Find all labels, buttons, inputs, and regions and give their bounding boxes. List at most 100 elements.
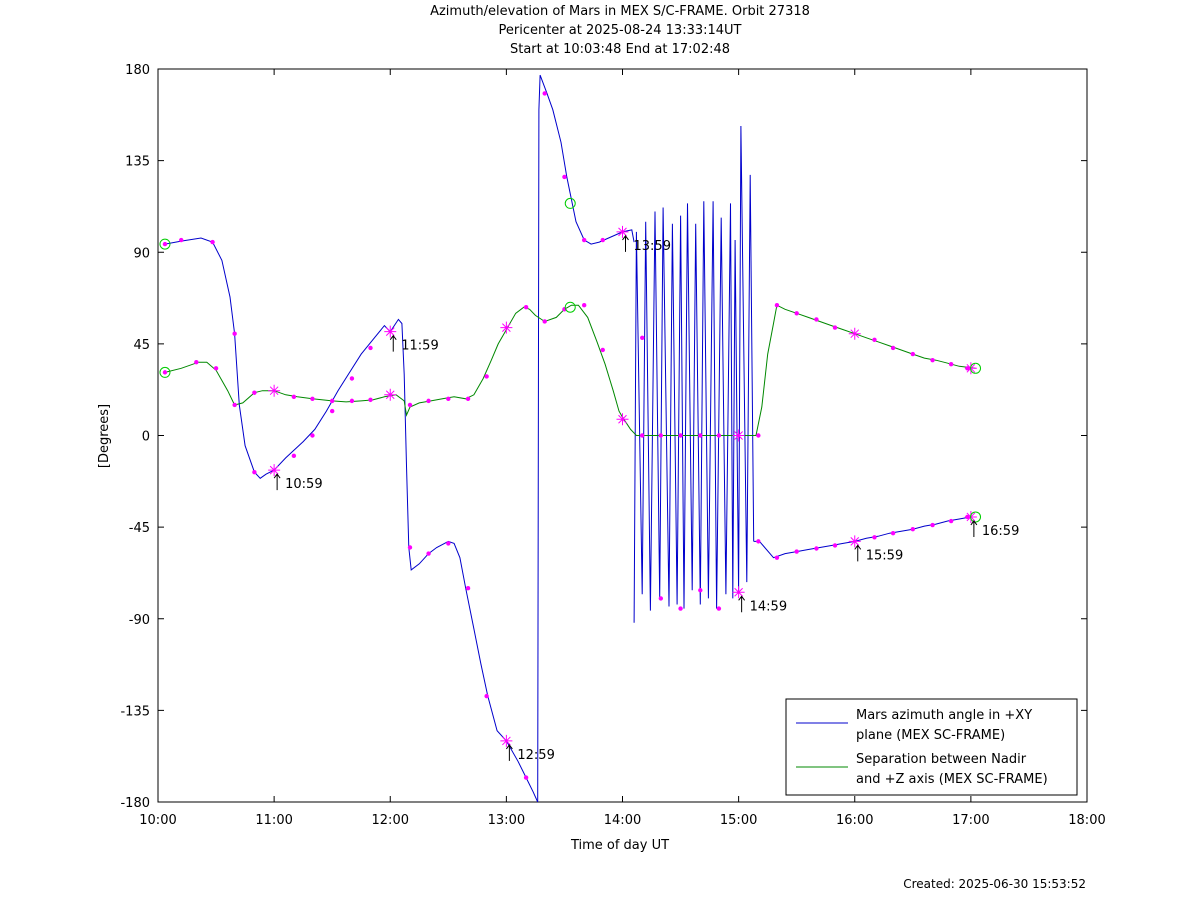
y-tick-label: -180 [120, 796, 150, 811]
data-dot-marker [581, 237, 587, 243]
data-dot-marker [794, 311, 799, 316]
data-dot-marker [368, 345, 373, 351]
data-dot-marker [600, 347, 605, 353]
data-dot-marker [329, 408, 335, 414]
endpoint-circle-marker [564, 301, 576, 313]
data-dot-marker [890, 345, 896, 351]
annotation-arrow [970, 520, 978, 537]
legend-entry-text: Separation between Nadir [856, 752, 1027, 767]
data-dot-marker [542, 91, 547, 96]
hour-cross-marker [616, 413, 629, 426]
data-dot-marker [426, 398, 431, 404]
data-dot-marker [252, 390, 257, 395]
data-dot-marker [349, 376, 355, 381]
annotation-arrow [389, 334, 397, 352]
data-dot-marker [252, 469, 257, 475]
data-dot-marker [484, 693, 489, 699]
data-dot-marker [658, 596, 664, 601]
hour-cross-marker [848, 327, 861, 340]
series-azimuth-line [164, 237, 539, 803]
data-dot-marker [407, 402, 413, 408]
x-tick-label: 17:00 [952, 813, 989, 828]
data-markers [159, 91, 982, 780]
annotation-label: 13:59 [634, 239, 671, 254]
x-tick-label: 16:00 [836, 813, 873, 828]
x-axis-label: Time of day UT [570, 838, 669, 853]
y-tick-label: 135 [125, 155, 150, 170]
data-dot-marker [910, 351, 916, 357]
data-dot-marker [756, 539, 761, 544]
data-dot-marker [523, 305, 529, 310]
y-tick-label: 0 [142, 430, 150, 445]
data-dot-marker [890, 531, 896, 536]
y-tick-label: 180 [125, 63, 150, 78]
hour-cross-marker [384, 325, 397, 338]
data-dot-marker [600, 237, 605, 243]
data-dot-marker [407, 545, 413, 550]
data-dot-marker [162, 370, 168, 375]
y-tick-label: 45 [133, 338, 150, 353]
legend-entry-text: and +Z axis (MEX SC-FRAME) [856, 772, 1048, 787]
data-dot-marker [814, 546, 819, 551]
data-dot-marker [640, 433, 645, 438]
annotation-arrow [738, 595, 746, 613]
data-dot-marker [910, 526, 916, 532]
series-azimuth-line [753, 516, 971, 559]
data-dot-marker [832, 325, 838, 330]
data-dot-marker [948, 362, 954, 367]
x-tick-label: 18:00 [1068, 813, 1105, 828]
data-dot-marker [179, 237, 184, 243]
data-dot-marker [678, 606, 683, 611]
data-dot-marker [948, 518, 954, 524]
data-dot-marker [210, 239, 215, 245]
data-dot-marker [678, 433, 683, 438]
data-dot-marker [291, 394, 297, 400]
y-tick-label: -135 [120, 704, 150, 719]
data-dot-marker [698, 433, 703, 438]
data-dot-marker [446, 396, 451, 402]
data-dot-marker [426, 551, 431, 556]
hour-cross-marker [500, 734, 513, 747]
series-lines [164, 74, 976, 803]
annotation-label: 11:59 [401, 339, 438, 354]
legend: Mars azimuth angle in +XY plane (MEX SC-F… [785, 698, 1078, 796]
legend-box [785, 698, 1078, 796]
x-tick-label: 14:00 [604, 813, 641, 828]
data-dot-marker [310, 396, 315, 402]
chart-title-line-2: Pericenter at 2025-08-24 13:33:14UT [498, 23, 742, 38]
annotation-arrow [273, 473, 281, 491]
annotation-label: 14:59 [750, 599, 787, 614]
data-dot-marker [640, 335, 645, 340]
data-dot-marker [756, 433, 761, 438]
annotation-arrow [854, 544, 862, 562]
data-dot-marker [465, 396, 471, 402]
data-dot-marker [213, 366, 219, 371]
plot-area-border [157, 68, 1088, 803]
data-dot-marker [930, 522, 935, 528]
data-dot-marker [658, 433, 664, 438]
hour-cross-marker [732, 586, 745, 599]
data-dot-marker [291, 453, 297, 459]
x-tick-label: 13:00 [488, 813, 525, 828]
endpoint-circle-marker [970, 511, 982, 523]
x-tick-label: 12:00 [372, 813, 409, 828]
data-dot-marker [194, 360, 199, 365]
hour-cross-marker [268, 384, 281, 397]
legend-entry-text: Mars azimuth angle in +XY [856, 708, 1032, 723]
y-axis-label: [Degrees] [97, 404, 112, 468]
data-dot-marker [581, 302, 587, 308]
time-annotations: 10:59 11:59 12:59 13:59 14:59 15:59 16:59 [273, 235, 1019, 763]
hour-cross-marker [384, 388, 397, 401]
data-dot-marker [774, 555, 780, 560]
x-tick-label: 10:00 [139, 813, 176, 828]
x-tick-label: 11:00 [255, 813, 292, 828]
axis-ticks: 10:00 11:00 12:00 13:00 14:00 15:00 16:00 17:00… [120, 63, 1105, 828]
chart-title-line-3: Start at 10:03:48 End at 17:02:48 [509, 42, 731, 57]
data-dot-marker [832, 543, 838, 548]
annotation-label: 10:59 [285, 477, 322, 492]
data-dot-marker [349, 398, 355, 404]
endpoint-circle-marker [970, 362, 982, 374]
hour-cross-marker [616, 225, 629, 238]
data-dot-marker [930, 357, 935, 363]
x-tick-label: 15:00 [720, 813, 757, 828]
